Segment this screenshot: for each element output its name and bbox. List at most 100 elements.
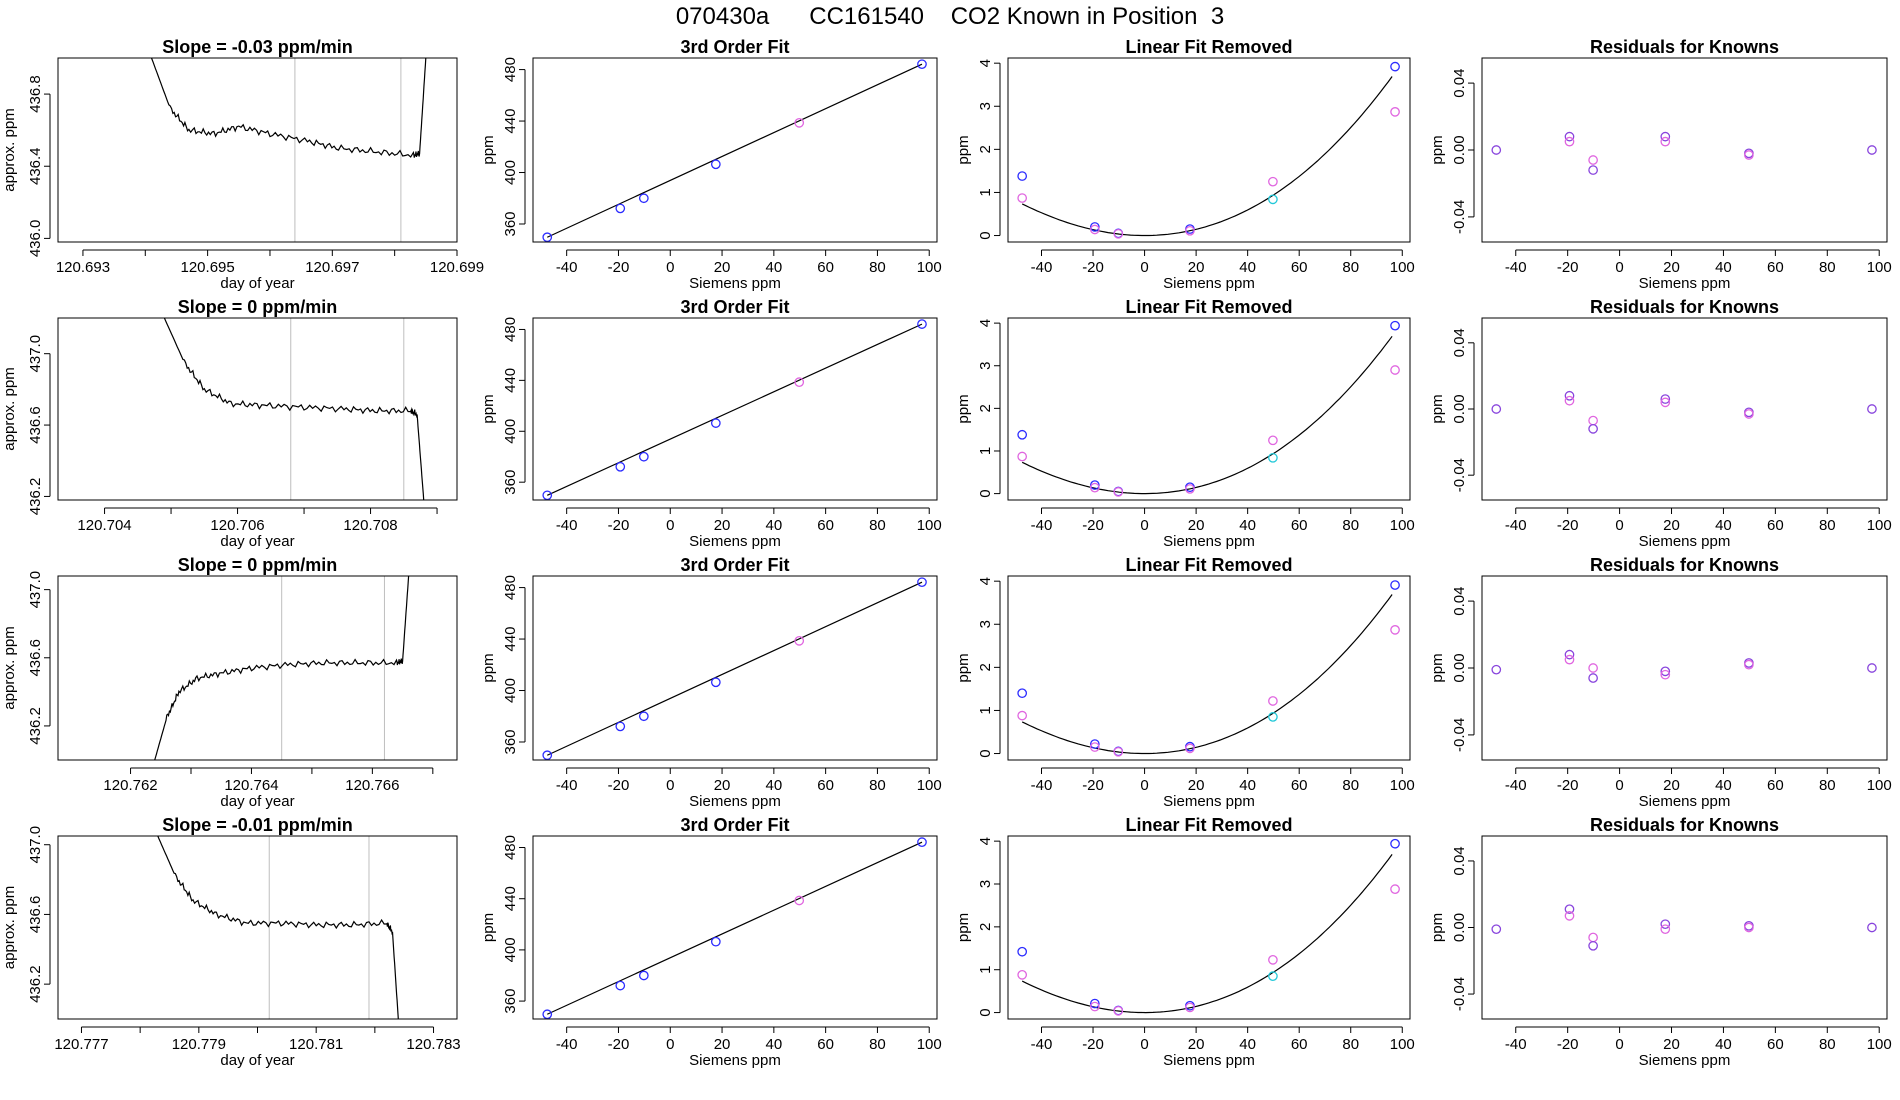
data-point xyxy=(615,980,626,991)
fit-line xyxy=(546,63,923,238)
panel-title: Slope = -0.03 ppm/min xyxy=(162,37,353,57)
panel-title: 3rd Order Fit xyxy=(680,297,789,317)
x-tick-label: 20 xyxy=(1663,259,1680,276)
y-axis-label: ppm xyxy=(480,653,497,682)
data-point xyxy=(1564,136,1575,147)
y-tick-label: 436.6 xyxy=(27,406,44,444)
panel-title: Slope = 0 ppm/min xyxy=(178,555,338,575)
x-tick-label: 60 xyxy=(817,517,834,534)
data-point xyxy=(1089,222,1100,232)
y-tick-label: 1 xyxy=(977,188,994,196)
plot-area xyxy=(1017,838,1400,1016)
x-tick-label: -20 xyxy=(1557,517,1579,534)
x-tick-label: 60 xyxy=(1291,1036,1308,1053)
y-tick-label: 437.0 xyxy=(27,335,44,373)
data-point xyxy=(615,721,626,732)
plot-area xyxy=(542,577,927,760)
panel-r3-c2: 3rd Order Fit -40 -20 0 20 40 60 80 100 Siemens p… xyxy=(480,555,942,810)
x-axis-label: day of year xyxy=(220,533,294,550)
panel-title: Linear Fit Removed xyxy=(1125,37,1292,57)
x-tick-label: 80 xyxy=(1819,259,1836,276)
x-tick-label: -20 xyxy=(1082,259,1104,276)
y-tick-label: 480 xyxy=(502,575,519,600)
x-tick-label: -20 xyxy=(1082,517,1104,534)
x-tick-label: 60 xyxy=(1291,259,1308,276)
x-tick-label: -40 xyxy=(1505,517,1527,534)
x-tick-label: 40 xyxy=(1239,777,1256,794)
data-point xyxy=(542,232,553,242)
plot-frame xyxy=(57,317,458,501)
y-tick-label: -0.04 xyxy=(1451,977,1468,1011)
data-point xyxy=(1017,429,1028,440)
data-point xyxy=(1390,625,1400,635)
data-point xyxy=(1588,940,1598,951)
y-tick-label: 3 xyxy=(977,880,994,888)
y-axis-label: ppm xyxy=(1429,653,1446,682)
page-title: 070430a CC161540 CO2 Known in Position 3 xyxy=(675,3,1225,30)
plot-area xyxy=(1491,904,1877,951)
x-tick-label: 0 xyxy=(1615,517,1623,534)
data-point xyxy=(1588,165,1598,175)
data-point xyxy=(1089,224,1100,235)
data-point xyxy=(1564,131,1575,142)
panel-title: Residuals for Knowns xyxy=(1590,37,1779,57)
x-tick-label: 80 xyxy=(869,1036,886,1053)
y-tick-label: 436.4 xyxy=(27,147,44,185)
x-tick-label: 120.764 xyxy=(224,777,278,794)
x-tick-label: -20 xyxy=(1557,1036,1579,1053)
panel-title: 3rd Order Fit xyxy=(680,555,789,575)
panel-title: Linear Fit Removed xyxy=(1125,815,1292,835)
x-tick-label: -20 xyxy=(1082,777,1104,794)
data-point xyxy=(1660,919,1671,930)
x-tick-label: 120.708 xyxy=(343,517,397,534)
panel-title: Slope = -0.01 ppm/min xyxy=(162,815,353,835)
panel-title: Residuals for Knowns xyxy=(1590,815,1779,835)
x-tick-label: 0 xyxy=(1140,517,1148,534)
data-point xyxy=(1390,838,1400,849)
y-tick-label: 4 xyxy=(977,577,994,585)
x-tick-label: 80 xyxy=(1342,259,1359,276)
x-axis-label: Siemens ppm xyxy=(689,275,781,292)
data-point xyxy=(1185,484,1195,494)
x-tick-label: 20 xyxy=(1663,1036,1680,1053)
data-point xyxy=(1390,365,1400,375)
y-tick-label: 436.2 xyxy=(27,478,44,516)
data-point xyxy=(542,750,553,760)
x-tick-label: 100 xyxy=(1390,777,1415,794)
x-tick-label: 80 xyxy=(1819,517,1836,534)
data-point xyxy=(1185,225,1195,236)
plot-frame xyxy=(1007,57,1411,243)
panel-r2-c3: Linear Fit Removed-40 -20 0 20 40 60 80 100Siem… xyxy=(955,297,1415,550)
x-tick-label: 20 xyxy=(714,517,731,534)
x-tick-label: 80 xyxy=(1819,1036,1836,1053)
data-point xyxy=(1089,998,1100,1009)
y-axis-label: approx. ppm xyxy=(1,626,18,709)
y-tick-label: 360 xyxy=(502,211,519,236)
y-tick-label: -0.04 xyxy=(1451,458,1468,492)
y-tick-label: 0.00 xyxy=(1451,653,1468,682)
data-point xyxy=(1089,739,1100,749)
data-point xyxy=(1390,580,1400,590)
y-tick-label: 440 xyxy=(502,109,519,134)
ppm-trace xyxy=(157,836,399,1019)
y-tick-label: 3 xyxy=(977,620,994,628)
data-point xyxy=(1867,404,1877,414)
y-tick-label: 2 xyxy=(977,404,994,412)
data-point xyxy=(1268,194,1278,205)
x-axis-label: Siemens ppm xyxy=(689,793,781,810)
x-axis-label: day of year xyxy=(220,275,294,292)
plot-frame xyxy=(57,575,458,761)
plot-frame xyxy=(57,835,458,1020)
data-point xyxy=(1867,145,1877,155)
plot-frame xyxy=(1481,575,1888,761)
x-tick-label: 40 xyxy=(766,259,783,276)
plot-frame xyxy=(57,57,458,243)
x-tick-label: -40 xyxy=(556,517,578,534)
x-tick-label: 60 xyxy=(1291,517,1308,534)
x-tick-label: 40 xyxy=(1715,777,1732,794)
panel-r1-c1: Slope = -0.03 ppm/min 120.693 120.695 120.6… xyxy=(1,37,484,292)
x-axis-label: day of year xyxy=(220,793,294,810)
data-point xyxy=(794,377,805,387)
data-point xyxy=(1017,970,1028,980)
